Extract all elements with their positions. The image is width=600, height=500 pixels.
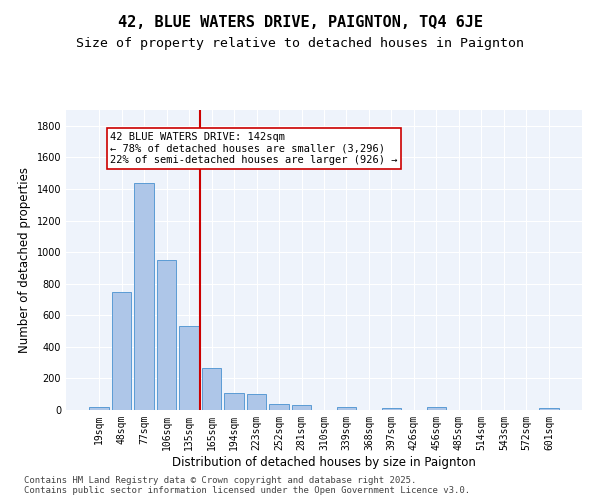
Y-axis label: Number of detached properties: Number of detached properties — [18, 167, 31, 353]
Text: Contains HM Land Registry data © Crown copyright and database right 2025.
Contai: Contains HM Land Registry data © Crown c… — [24, 476, 470, 495]
Bar — [202, 368, 221, 410]
Bar — [134, 182, 154, 410]
Bar — [112, 292, 131, 410]
Bar — [337, 407, 356, 410]
Bar — [179, 326, 199, 410]
Bar — [427, 407, 446, 410]
Bar — [247, 394, 266, 410]
Bar — [269, 404, 289, 410]
Bar — [89, 407, 109, 410]
Text: Size of property relative to detached houses in Paignton: Size of property relative to detached ho… — [76, 38, 524, 51]
Bar — [539, 408, 559, 410]
Bar — [224, 392, 244, 410]
Bar — [157, 260, 176, 410]
Text: 42, BLUE WATERS DRIVE, PAIGNTON, TQ4 6JE: 42, BLUE WATERS DRIVE, PAIGNTON, TQ4 6JE — [118, 15, 482, 30]
Text: 42 BLUE WATERS DRIVE: 142sqm
← 78% of detached houses are smaller (3,296)
22% of: 42 BLUE WATERS DRIVE: 142sqm ← 78% of de… — [110, 132, 398, 166]
Bar — [292, 406, 311, 410]
X-axis label: Distribution of detached houses by size in Paignton: Distribution of detached houses by size … — [172, 456, 476, 468]
Bar — [382, 408, 401, 410]
